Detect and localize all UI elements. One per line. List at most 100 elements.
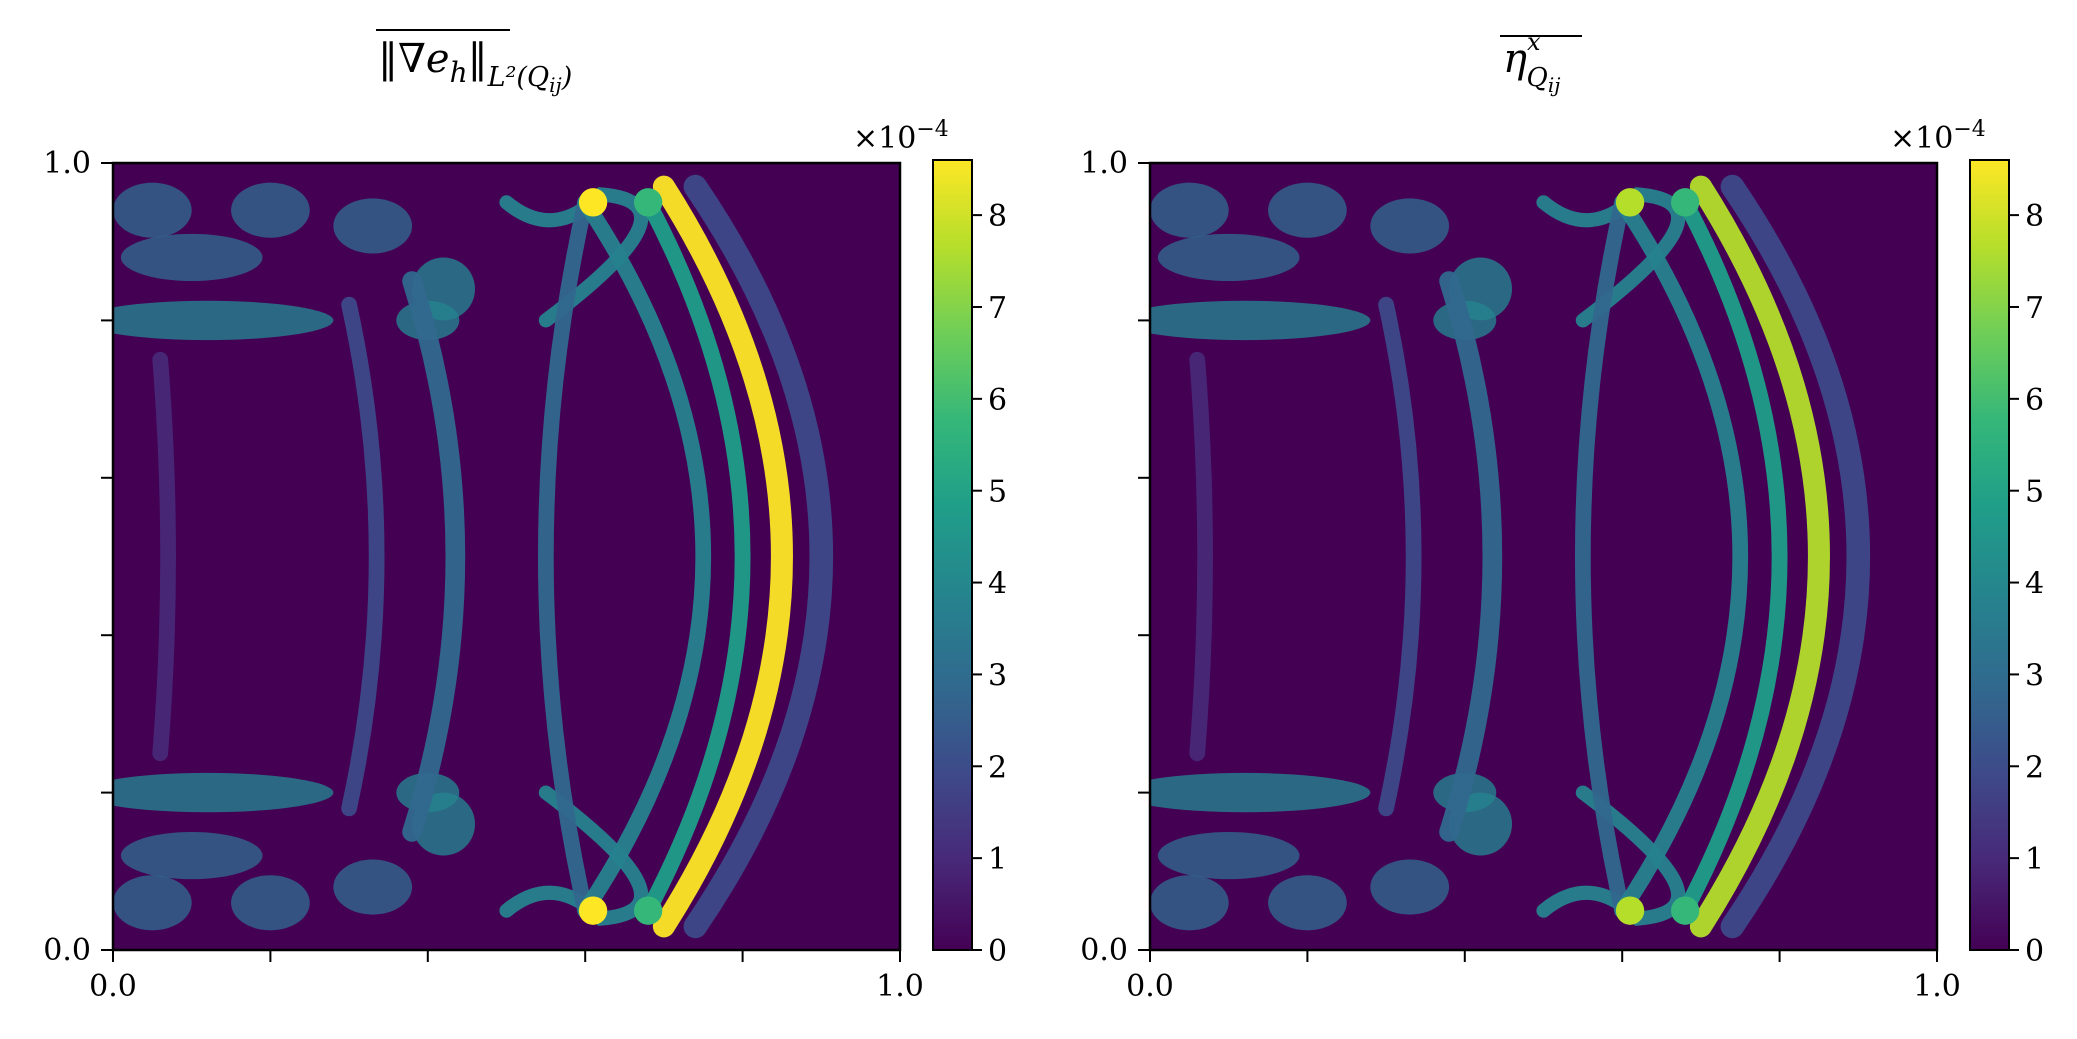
colorbar-tick-label: 4 — [2025, 567, 2044, 602]
inner-bright-arc — [1677, 194, 1788, 919]
colorbar-tick-label: 2 — [2025, 750, 2044, 785]
field-blob — [231, 875, 310, 931]
field-blob — [113, 772, 334, 813]
colorbar-tick-label: 8 — [2025, 199, 2044, 234]
heatmap-field — [113, 174, 834, 939]
main-bright-arc — [1689, 175, 1830, 938]
lens-right-edge — [577, 194, 711, 919]
inner-bright-arc — [640, 194, 751, 919]
colorbar-tick-label: 7 — [988, 291, 1007, 326]
left-edge-arc — [152, 351, 176, 762]
colorbar-tick-label: 4 — [988, 567, 1007, 602]
title-sub2: ij — [1548, 73, 1561, 97]
left-arc — [1439, 271, 1503, 842]
colorbar-ticks: 0 1 2 3 4 5 6 7 8 — [972, 199, 1007, 969]
field-blob — [1150, 182, 1229, 238]
x-tick-label: 1.0 — [876, 969, 924, 1004]
chart-title: ‖∇eh‖L²(Qij) — [378, 36, 572, 97]
field-blob — [1370, 859, 1450, 915]
field-blob — [1150, 875, 1229, 931]
heatmap-field — [1150, 174, 1871, 939]
heatmap-panel-gradient-error: ‖∇eh‖L²(Qij) 0.0 1.0 0.0 1.0 0 1 2 3 4 5 6 7 8 ×10−… — [43, 29, 1007, 1004]
title-norm-sub2: ij — [549, 73, 562, 97]
field-blob — [1150, 300, 1371, 341]
field-blob — [333, 198, 413, 254]
lens-top — [1536, 187, 1686, 328]
colorbar-tick-label: 3 — [2025, 658, 2044, 693]
peak-spot — [633, 188, 663, 217]
title-norm-sub: L²(Q — [487, 62, 549, 93]
colorbar-tick-label: 2 — [988, 750, 1007, 785]
outer-fade-arc — [683, 174, 834, 939]
axes: 0.0 1.0 0.0 1.0 — [43, 146, 924, 1004]
field-blob — [120, 831, 263, 880]
colorbar-scale-label: ×10−4 — [853, 117, 949, 156]
field-blob — [113, 875, 192, 931]
peak-spot — [1670, 896, 1700, 925]
colorbar-tick-label: 0 — [2025, 934, 2044, 969]
field-blob — [113, 300, 334, 341]
left-arc-inner — [1378, 296, 1422, 817]
chart-title: ηx Qij — [1503, 28, 1560, 97]
heatmap-panel-estimator: ηx Qij 0.0 1.0 0.0 1.0 0 1 2 3 4 5 6 7 8 ×10−4 — [1080, 28, 2044, 1004]
colorbar-tick-label: 5 — [2025, 475, 2044, 510]
x-tick-label: 0.0 — [1126, 969, 1174, 1004]
field-blob — [113, 182, 192, 238]
axes: 0.0 1.0 0.0 1.0 — [1080, 146, 1961, 1004]
field-blob — [1157, 233, 1300, 282]
colorbar-tick-label: 7 — [2025, 291, 2044, 326]
peak-spot — [1615, 896, 1645, 925]
colorbar-scale-label: ×10−4 — [1890, 117, 1986, 156]
lens-left-edge — [1575, 194, 1631, 919]
field-blob — [1157, 831, 1300, 880]
peak-spot — [1615, 188, 1645, 217]
colorbar-tick-label: 1 — [2025, 842, 2044, 877]
title-sup: x — [1527, 28, 1541, 56]
field-blob — [1150, 772, 1371, 813]
colorbar — [1969, 159, 2010, 951]
colorbar-tick-label: 6 — [2025, 383, 2044, 418]
outer-fade-arc — [1720, 174, 1871, 939]
field-blob — [1268, 875, 1347, 931]
colorbar-tick-label: 1 — [988, 842, 1007, 877]
colorbar-ticks: 0 1 2 3 4 5 6 7 8 — [2009, 199, 2044, 969]
title-sub: h — [450, 56, 468, 89]
left-edge-arc — [1189, 351, 1213, 762]
lens-bottom — [499, 785, 649, 926]
colorbar — [932, 159, 973, 951]
left-arc-inner — [341, 296, 385, 817]
lens-left-edge — [538, 194, 594, 919]
field-blob — [231, 182, 310, 238]
colorbar-tick-label: 5 — [988, 475, 1007, 510]
colorbar-tick-label: 8 — [988, 199, 1007, 234]
lens-right-edge — [1614, 194, 1748, 919]
title-main: ‖∇e — [378, 36, 450, 82]
plot-frame — [111, 161, 902, 952]
plot-frame — [1148, 161, 1939, 952]
left-arc — [402, 271, 466, 842]
heatmap-plot-area — [1150, 163, 1937, 950]
heatmap-plot-area — [113, 163, 900, 950]
field-blob — [333, 859, 413, 915]
peak-spot — [633, 896, 663, 925]
colorbar-tick-label: 0 — [988, 934, 1007, 969]
peak-spot — [578, 896, 608, 925]
colorbar-tick-label: 6 — [988, 383, 1007, 418]
y-tick-label: 1.0 — [43, 146, 91, 181]
title-main: η — [1503, 36, 1527, 82]
y-tick-label: 0.0 — [43, 933, 91, 968]
colorbar-tick-label: 3 — [988, 658, 1007, 693]
y-tick-label: 0.0 — [1080, 933, 1128, 968]
x-tick-label: 0.0 — [89, 969, 137, 1004]
field-blob — [1370, 198, 1450, 254]
title-sub: Q — [1527, 63, 1548, 93]
title-tail: ‖ — [468, 36, 488, 82]
y-tick-label: 1.0 — [1080, 146, 1128, 181]
main-bright-arc — [652, 175, 793, 938]
lens-bottom — [1536, 785, 1686, 926]
field-blob — [120, 233, 263, 282]
title-norm-close: ) — [561, 62, 573, 93]
peak-spot — [1670, 188, 1700, 217]
peak-spot — [578, 188, 608, 217]
